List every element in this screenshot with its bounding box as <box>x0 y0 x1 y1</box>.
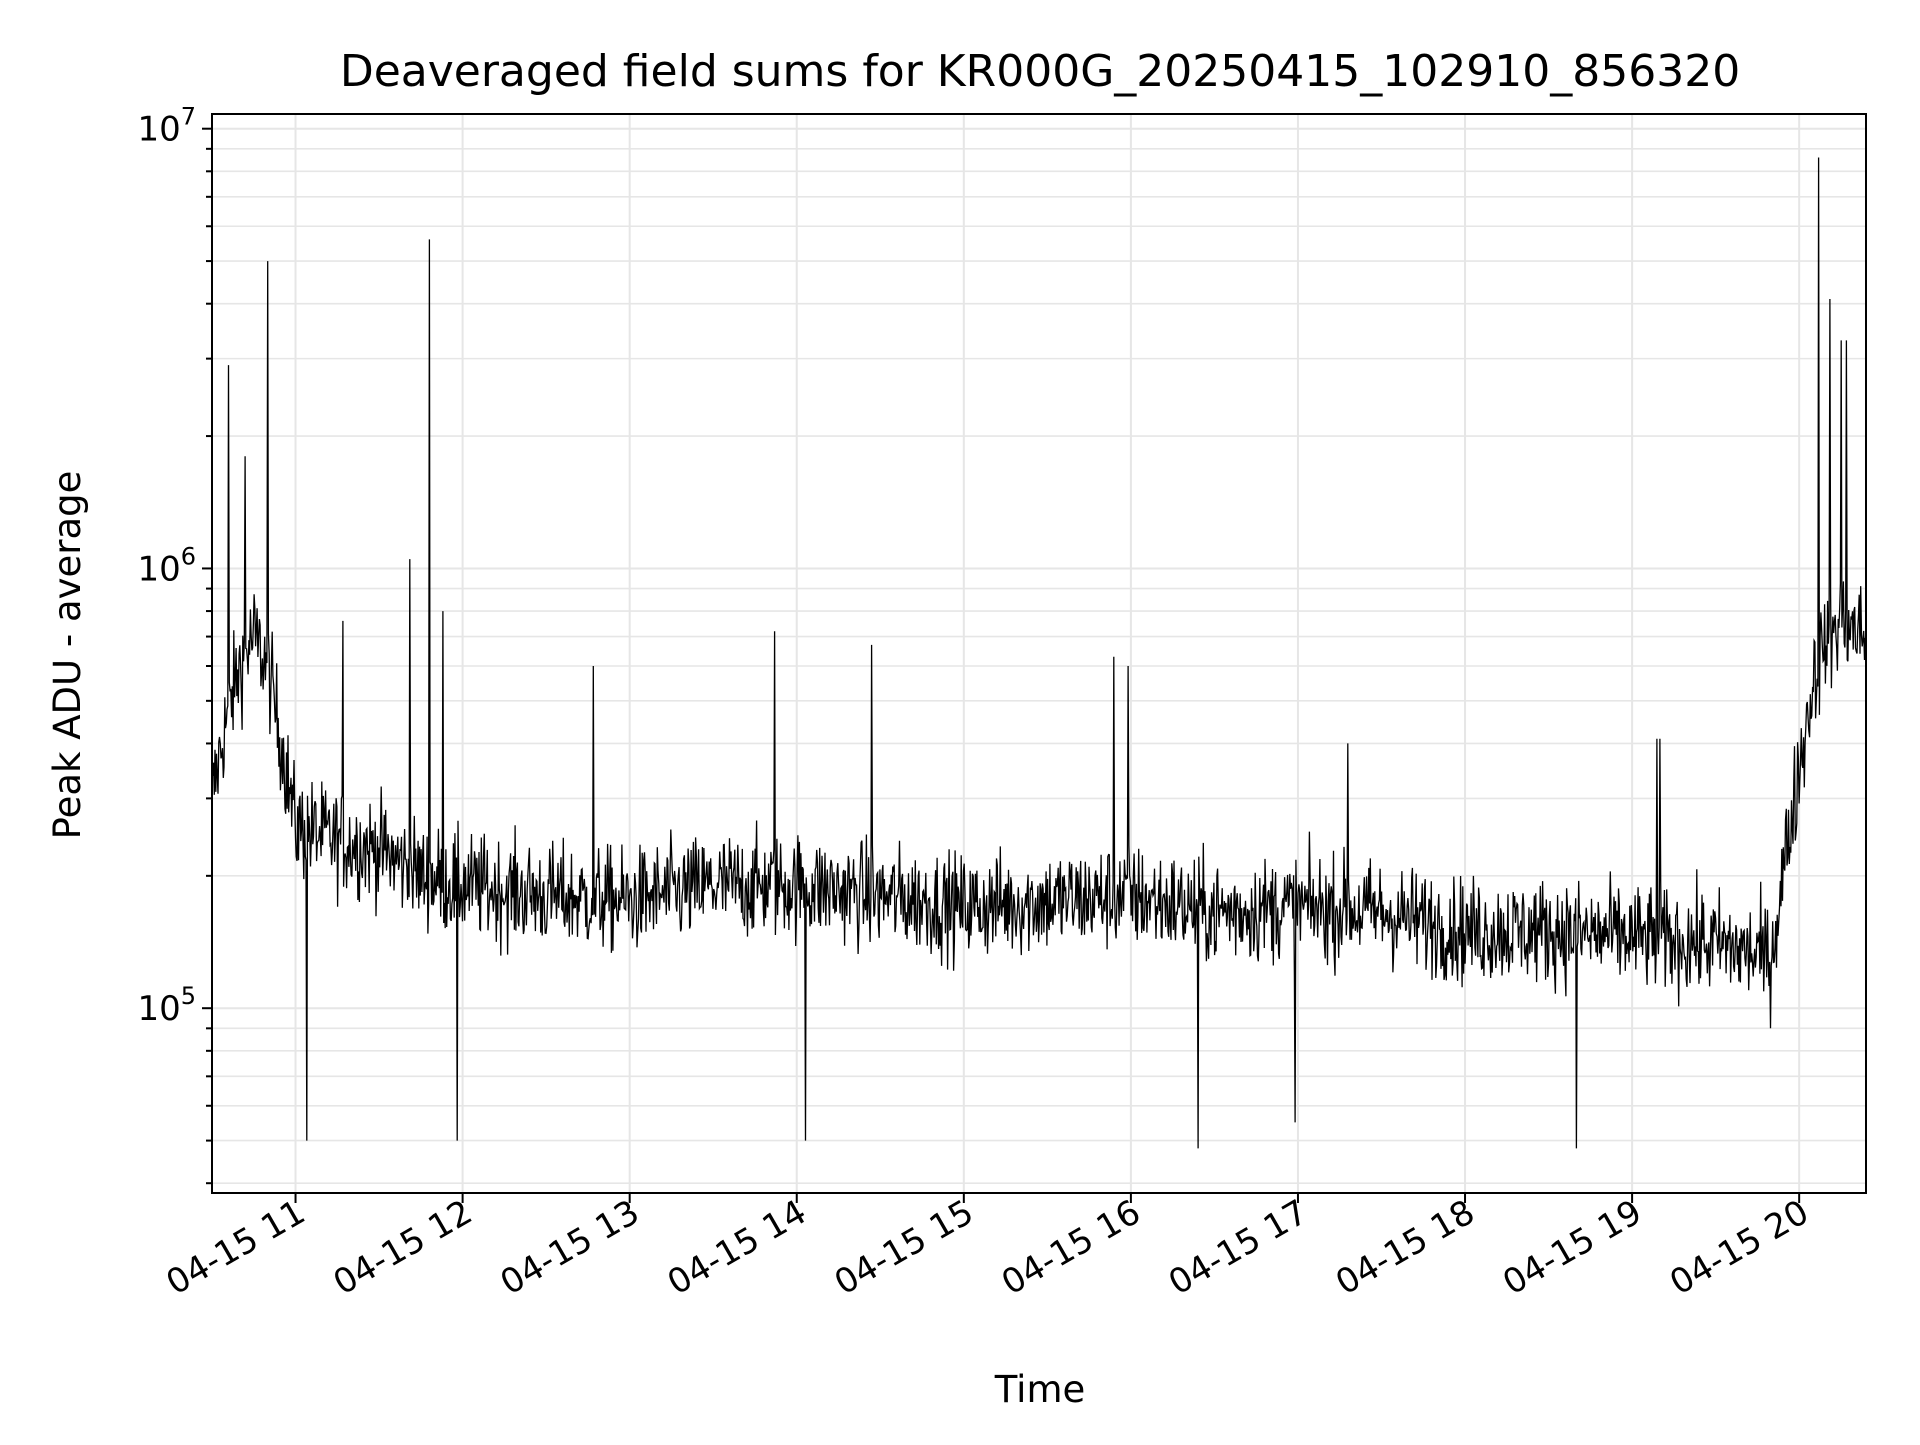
y-tick-label: 107 <box>137 103 196 150</box>
y-tick-label: 105 <box>137 982 196 1029</box>
series-line <box>211 157 1867 1149</box>
y-tick-label: 106 <box>137 542 196 589</box>
plot-area <box>211 157 1867 1149</box>
x-axis-label: Time <box>994 1368 1086 1411</box>
plot-frame <box>211 113 1867 1194</box>
grid-lines <box>212 114 1866 1193</box>
chart-title: Deaveraged field sums for KR000G_2025041… <box>340 46 1740 97</box>
y-axis-label: Peak ADU - average <box>46 471 89 840</box>
